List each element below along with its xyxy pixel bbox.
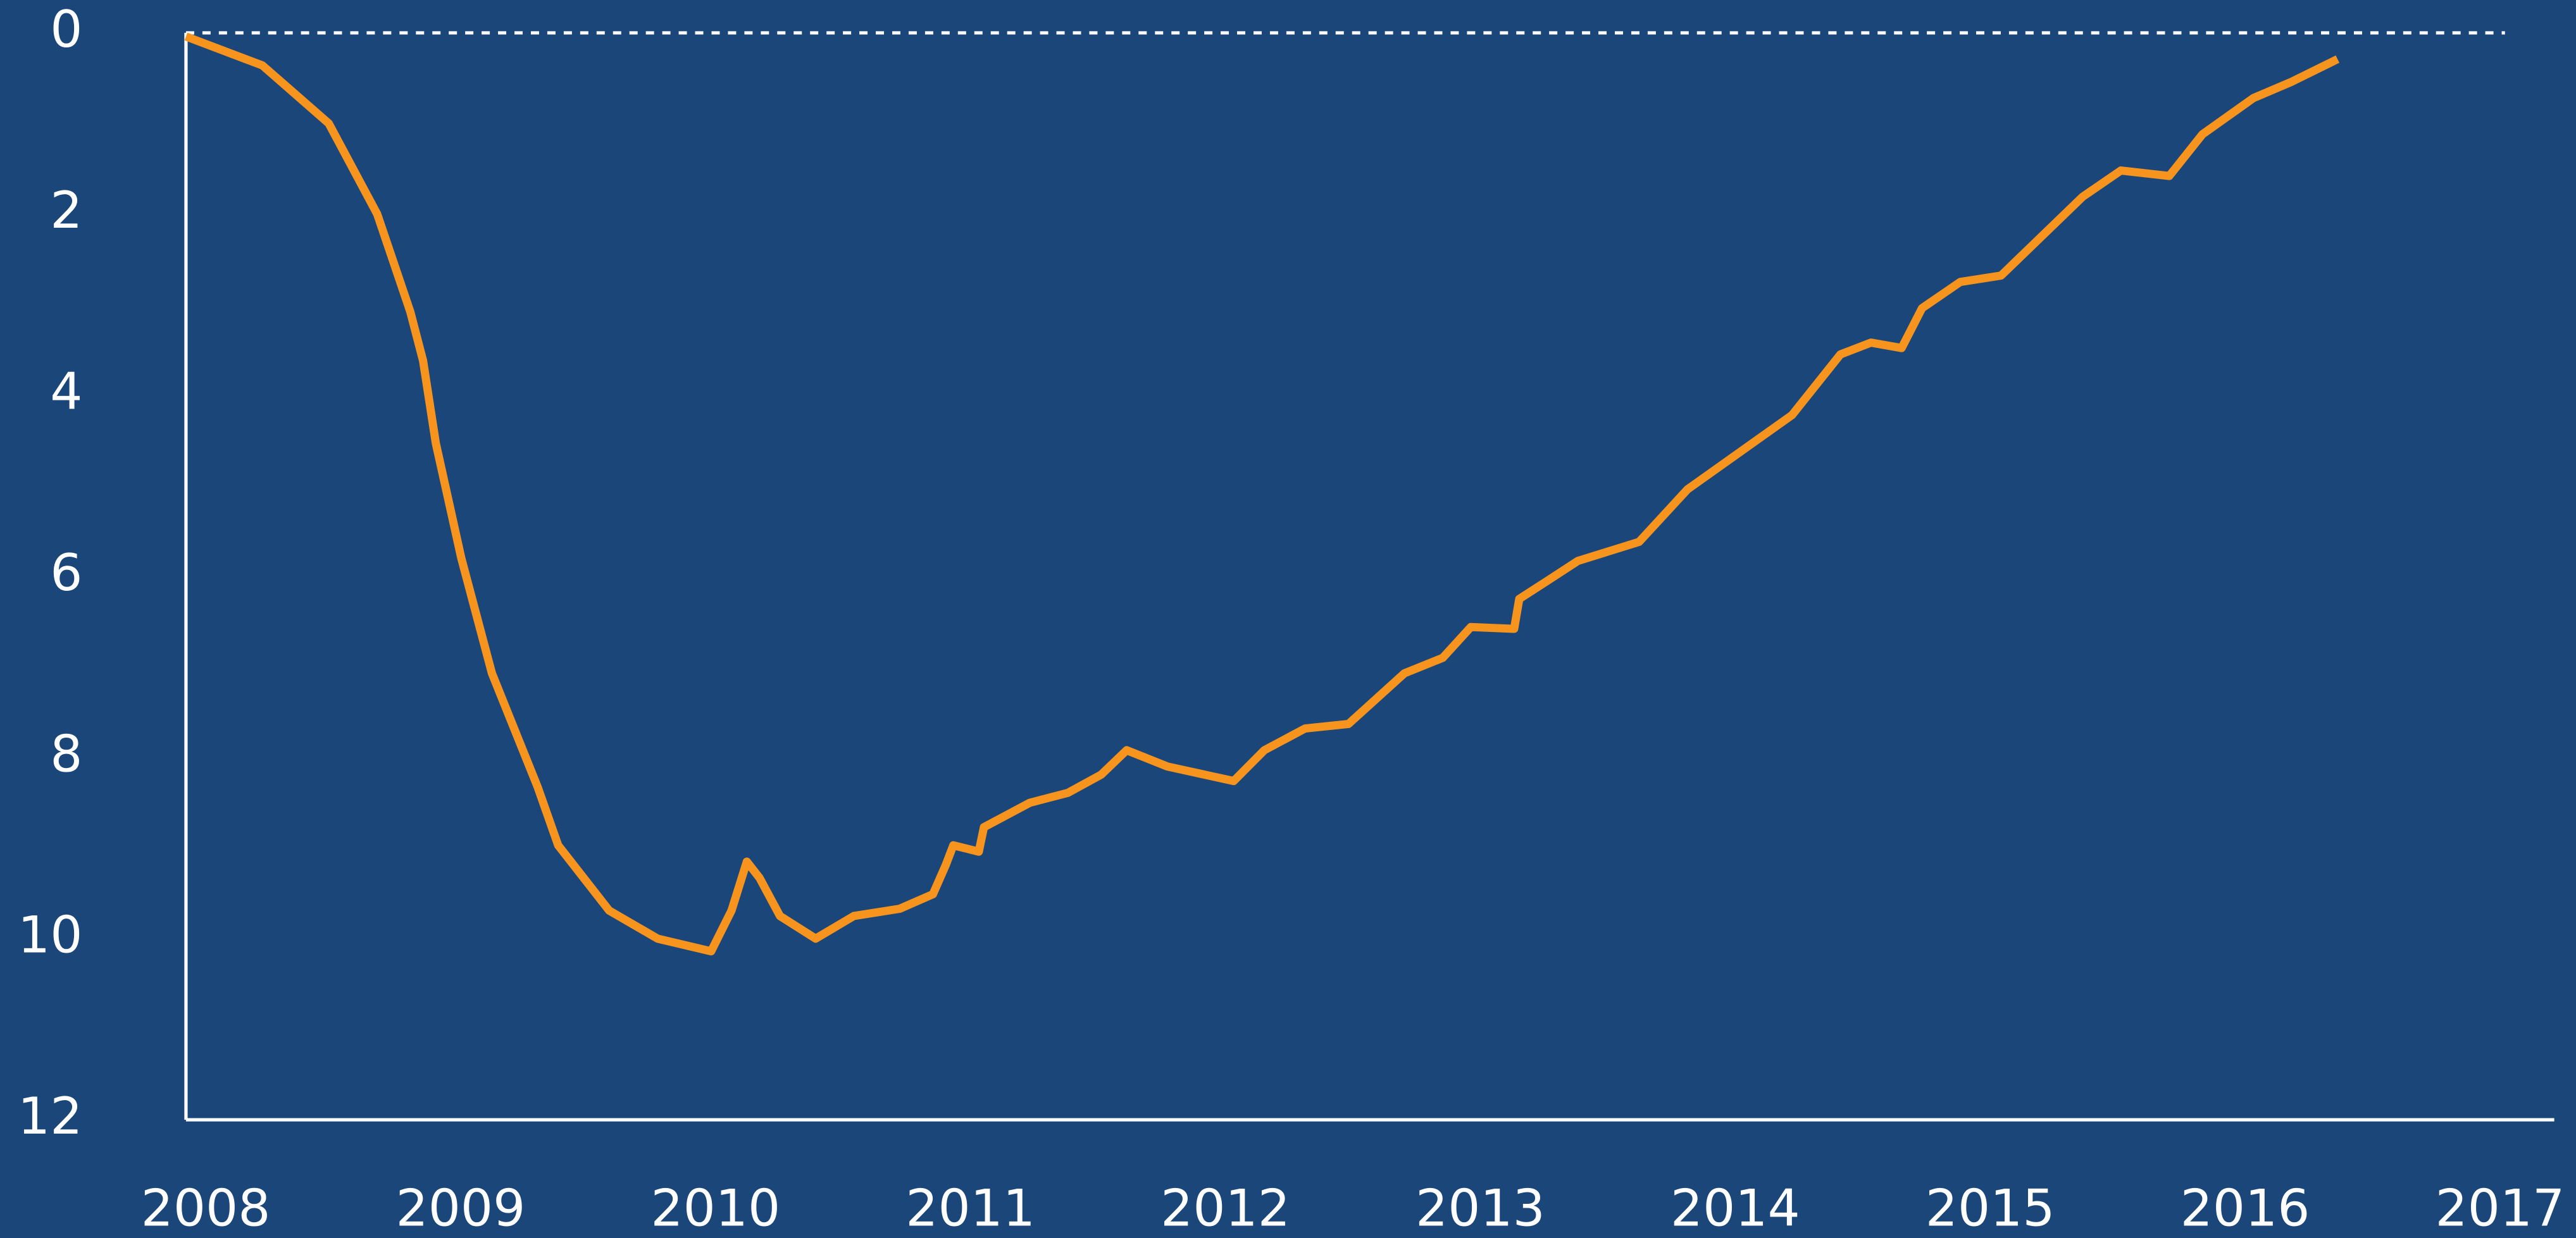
x-tick-label: 2017 (2436, 1178, 2565, 1237)
x-tick-label: 2012 (1160, 1178, 1290, 1237)
y-tick-label: 12 (18, 1086, 82, 1146)
x-tick-label: 2008 (141, 1178, 271, 1237)
y-tick-label: 2 (50, 180, 82, 240)
x-tick-label: 2013 (1416, 1178, 1545, 1237)
x-tick-label: 2015 (1926, 1178, 2055, 1237)
y-tick-label: 4 (50, 362, 82, 421)
x-tick-label: 2016 (2181, 1178, 2310, 1237)
x-tick-label: 2014 (1671, 1178, 1800, 1237)
y-tick-label: 8 (50, 724, 82, 783)
y-tick-label: 10 (18, 905, 82, 965)
x-tick-label: 2009 (396, 1178, 526, 1237)
data-line (184, 32, 2340, 956)
x-tick-label: 2011 (905, 1178, 1035, 1237)
y-tick-label: 6 (50, 543, 82, 602)
x-tick-label: 2010 (650, 1178, 780, 1237)
y-tick-label: 0 (50, 0, 82, 59)
